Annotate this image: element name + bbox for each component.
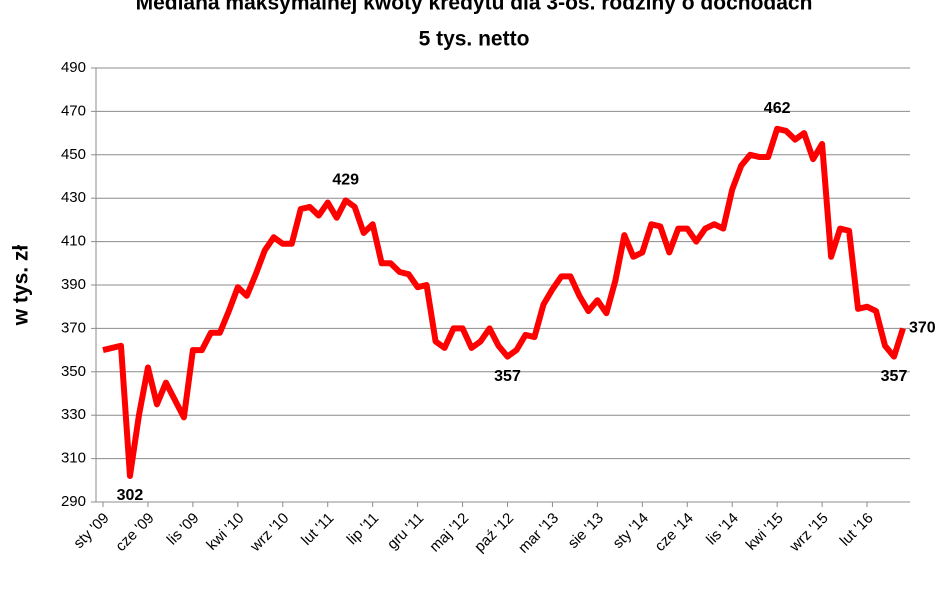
chart-subtitle: 5 tys. netto bbox=[419, 28, 530, 51]
y-tick-label: 410 bbox=[61, 233, 86, 250]
data-label: 357 bbox=[881, 368, 908, 385]
data-label: 357 bbox=[494, 368, 521, 385]
x-tick-label: wrz '15 bbox=[786, 510, 832, 556]
data-label: 429 bbox=[332, 172, 359, 189]
y-tick-label: 350 bbox=[61, 363, 86, 380]
chart-title: Mediana maksymalnej kwoty kredytu dla 3-… bbox=[136, 0, 813, 15]
x-tick-label: paź '12 bbox=[471, 510, 517, 556]
y-tick-label: 470 bbox=[61, 102, 86, 119]
y-tick-label: 310 bbox=[61, 450, 86, 467]
y-tick-label: 450 bbox=[61, 146, 86, 163]
y-tick-label: 430 bbox=[61, 189, 86, 206]
y-axis-label: w tys. zł bbox=[10, 245, 33, 327]
x-tick-label: sty '09 bbox=[70, 510, 112, 552]
x-tick-label: mar '13 bbox=[515, 510, 562, 557]
x-tick-label: lip '11 bbox=[344, 510, 383, 549]
x-tick-label: lis '14 bbox=[703, 510, 742, 549]
x-tick-label: wrz '10 bbox=[246, 510, 292, 556]
x-tick-label: cze '14 bbox=[652, 510, 697, 555]
y-tick-label: 490 bbox=[61, 59, 86, 76]
x-tick-label: kwi '10 bbox=[203, 510, 247, 554]
y-tick-label: 290 bbox=[61, 493, 86, 510]
y-tick-label: 390 bbox=[61, 276, 86, 293]
data-line bbox=[102, 125, 906, 479]
x-tick-label: lut '11 bbox=[298, 510, 337, 549]
x-tick-label: sie '13 bbox=[565, 510, 607, 552]
y-tick-label: 370 bbox=[61, 319, 86, 336]
x-tick-label: kwi '15 bbox=[743, 510, 787, 554]
data-label: 302 bbox=[117, 487, 144, 504]
x-tick-label: gru '11 bbox=[384, 510, 427, 553]
x-tick-label: sty '14 bbox=[610, 510, 652, 552]
y-tick-label: 330 bbox=[61, 406, 86, 423]
x-tick-label: cze '09 bbox=[112, 510, 157, 555]
x-tick-label: lut '16 bbox=[837, 510, 877, 550]
data-label: 370 bbox=[909, 320, 936, 337]
x-tick-label: lis '09 bbox=[164, 510, 203, 549]
data-label: 462 bbox=[764, 100, 791, 117]
x-tick-label: maj '12 bbox=[426, 510, 472, 556]
